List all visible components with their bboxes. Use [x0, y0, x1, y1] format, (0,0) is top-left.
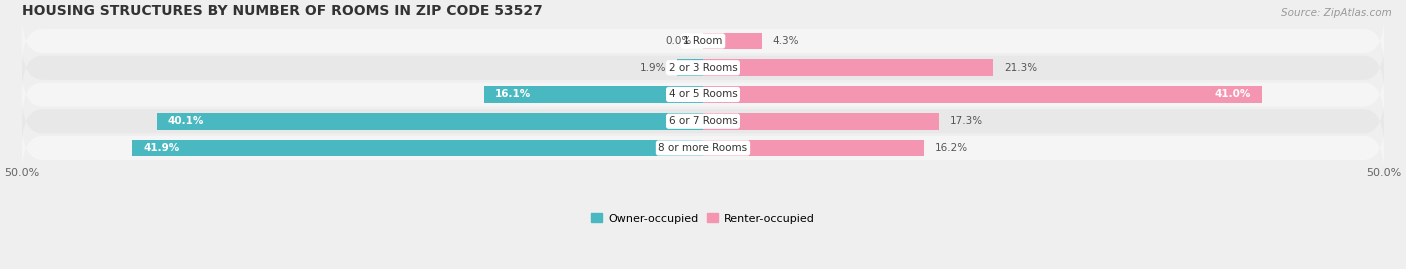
- Bar: [703, 33, 762, 49]
- Text: HOUSING STRUCTURES BY NUMBER OF ROOMS IN ZIP CODE 53527: HOUSING STRUCTURES BY NUMBER OF ROOMS IN…: [21, 4, 543, 18]
- FancyBboxPatch shape: [21, 93, 1385, 149]
- FancyBboxPatch shape: [21, 120, 1385, 176]
- Bar: [156, 113, 703, 129]
- Bar: [703, 113, 939, 129]
- Text: 4 or 5 Rooms: 4 or 5 Rooms: [669, 90, 737, 100]
- Text: 0.0%: 0.0%: [666, 36, 692, 46]
- Text: 8 or more Rooms: 8 or more Rooms: [658, 143, 748, 153]
- Bar: [678, 59, 703, 76]
- Text: 21.3%: 21.3%: [1004, 63, 1038, 73]
- Text: 4.3%: 4.3%: [772, 36, 799, 46]
- Text: Source: ZipAtlas.com: Source: ZipAtlas.com: [1281, 8, 1392, 18]
- Text: 16.2%: 16.2%: [935, 143, 967, 153]
- FancyBboxPatch shape: [21, 13, 1385, 69]
- Bar: [703, 59, 993, 76]
- Text: 41.0%: 41.0%: [1215, 90, 1251, 100]
- FancyBboxPatch shape: [21, 40, 1385, 96]
- Text: 1.9%: 1.9%: [640, 63, 666, 73]
- Text: 6 or 7 Rooms: 6 or 7 Rooms: [669, 116, 737, 126]
- Bar: [132, 140, 703, 156]
- Text: 40.1%: 40.1%: [167, 116, 204, 126]
- Text: 16.1%: 16.1%: [495, 90, 531, 100]
- Bar: [703, 86, 1261, 103]
- Legend: Owner-occupied, Renter-occupied: Owner-occupied, Renter-occupied: [586, 209, 820, 228]
- Text: 2 or 3 Rooms: 2 or 3 Rooms: [669, 63, 737, 73]
- Bar: [484, 86, 703, 103]
- Text: 1 Room: 1 Room: [683, 36, 723, 46]
- Bar: [703, 140, 924, 156]
- Text: 41.9%: 41.9%: [143, 143, 180, 153]
- FancyBboxPatch shape: [21, 66, 1385, 123]
- Text: 17.3%: 17.3%: [949, 116, 983, 126]
